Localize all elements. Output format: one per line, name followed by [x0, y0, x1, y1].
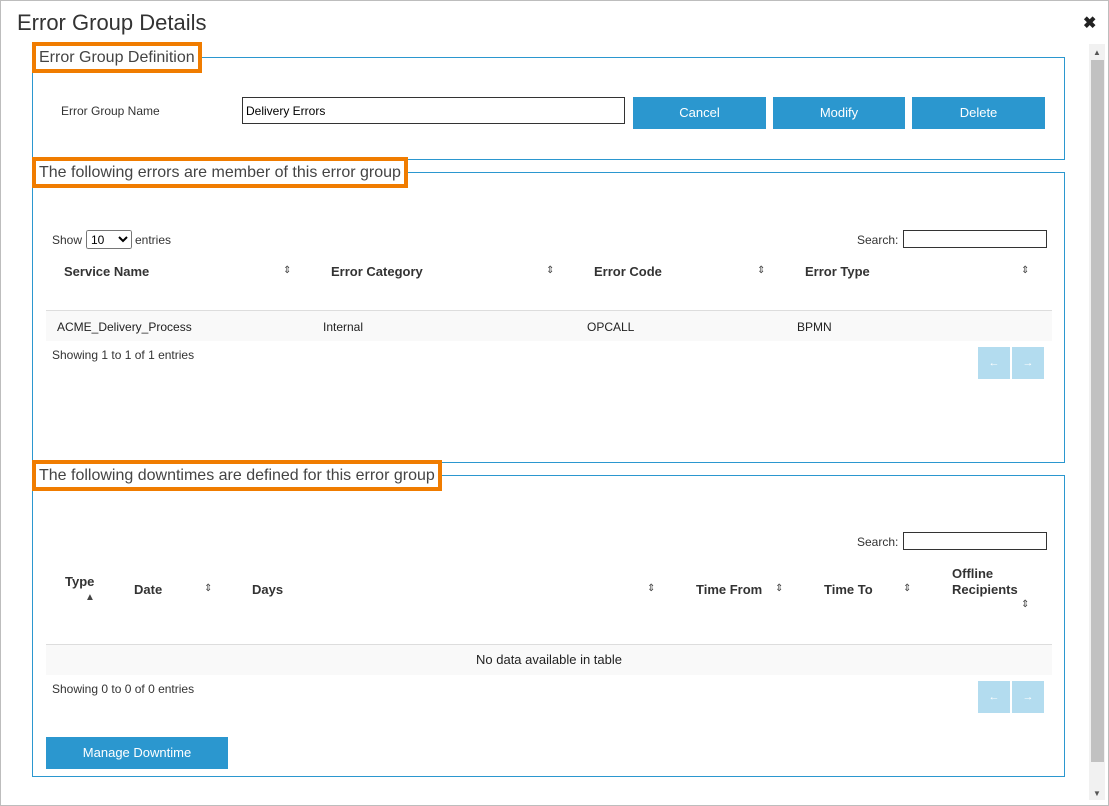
error-group-name-input[interactable]: [242, 97, 625, 124]
next-page-button[interactable]: →: [1012, 347, 1044, 379]
cancel-button[interactable]: Cancel: [633, 97, 766, 129]
downtimes-search-label: Search:: [857, 535, 899, 549]
col-error-type[interactable]: Error Type: [805, 264, 870, 279]
sort-icon[interactable]: ⇕: [546, 265, 555, 276]
col-recipients[interactable]: Recipients: [952, 582, 1018, 597]
dialog-title: Error Group Details: [17, 10, 207, 35]
col-service-name[interactable]: Service Name: [64, 264, 150, 279]
downtimes-fieldset: [32, 475, 1065, 777]
sort-icon[interactable]: ⇕: [1021, 265, 1030, 276]
modify-button[interactable]: Modify: [773, 97, 905, 129]
scroll-up-icon[interactable]: ▲: [1093, 48, 1101, 57]
col-time-to[interactable]: Time To: [824, 582, 873, 597]
delete-button[interactable]: Delete: [912, 97, 1045, 129]
page-size-select[interactable]: 10: [86, 230, 132, 249]
cell-error-code: OPCALL: [587, 320, 635, 334]
prev-page-button[interactable]: ←: [978, 681, 1010, 713]
sort-icon[interactable]: ⇕: [903, 583, 912, 594]
sort-icon[interactable]: ⇕: [1021, 599, 1030, 610]
sort-icon[interactable]: ⇕: [757, 265, 766, 276]
col-type[interactable]: Type: [65, 574, 95, 589]
show-label: Show: [52, 233, 83, 247]
table-row[interactable]: [46, 310, 1052, 341]
cell-service-name: ACME_Delivery_Process: [57, 320, 192, 334]
col-offline[interactable]: Offline: [952, 566, 994, 581]
members-search-input[interactable]: [903, 230, 1047, 248]
col-error-code[interactable]: Error Code: [594, 264, 662, 279]
sort-icon[interactable]: ⇕: [775, 583, 784, 594]
definition-fieldset: [32, 57, 1065, 160]
next-page-button[interactable]: →: [1012, 681, 1044, 713]
entries-label: entries: [135, 233, 172, 247]
members-search-label: Search:: [857, 233, 899, 247]
cell-error-type: BPMN: [797, 320, 832, 334]
sort-icon[interactable]: ⇕: [204, 583, 213, 594]
col-time-from[interactable]: Time From: [696, 582, 763, 597]
scroll-down-icon[interactable]: ▼: [1093, 789, 1101, 798]
sort-icon[interactable]: ⇕: [283, 265, 292, 276]
empty-row: No data available in table: [46, 644, 1052, 675]
definition-legend: Error Group Definition: [32, 42, 202, 73]
col-date[interactable]: Date: [134, 582, 163, 597]
members-info: Showing 1 to 1 of 1 entries: [52, 348, 195, 362]
members-legend: The following errors are member of this …: [32, 157, 408, 188]
sort-icon[interactable]: ⇕: [647, 583, 656, 594]
prev-page-button[interactable]: ←: [978, 347, 1010, 379]
col-error-category[interactable]: Error Category: [331, 264, 423, 279]
downtimes-legend: The following downtimes are defined for …: [32, 460, 442, 491]
cell-error-category: Internal: [323, 320, 364, 334]
manage-downtime-button[interactable]: Manage Downtime: [46, 737, 228, 769]
col-days[interactable]: Days: [252, 582, 284, 597]
members-fieldset: [32, 172, 1065, 463]
downtimes-info: Showing 0 to 0 of 0 entries: [52, 682, 195, 696]
close-icon[interactable]: ✖: [1083, 15, 1097, 32]
downtimes-search-input[interactable]: [903, 532, 1047, 550]
sort-asc-icon[interactable]: ▲: [85, 592, 95, 603]
error-group-name-label: Error Group Name: [61, 104, 160, 118]
scrollbar-thumb[interactable]: [1091, 60, 1104, 762]
